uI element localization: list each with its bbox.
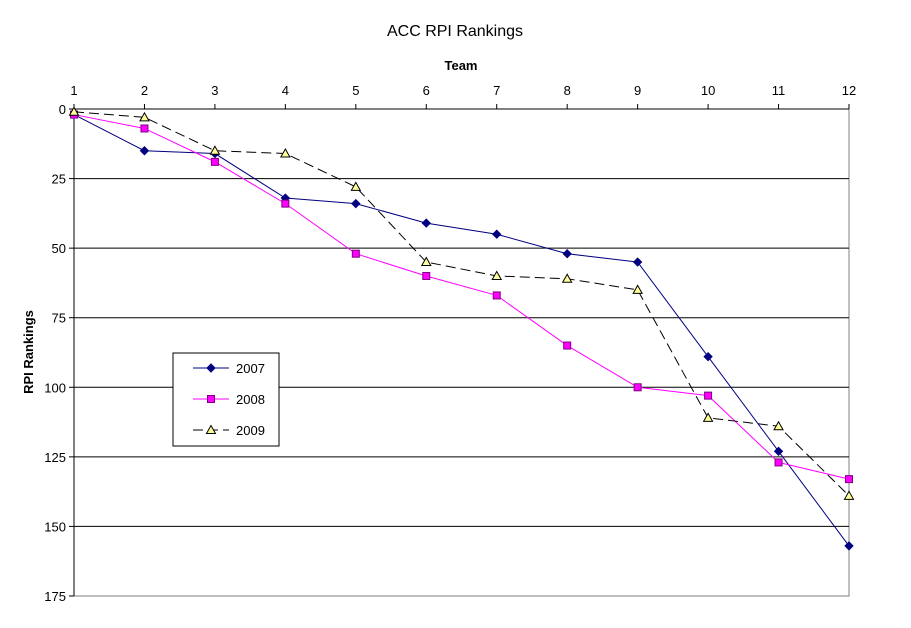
legend-marker-2007	[206, 363, 216, 373]
data-point-2008	[633, 383, 642, 392]
data-point-2008	[140, 124, 149, 133]
y-tick-label: 175	[44, 589, 66, 604]
series-group	[68, 106, 855, 551]
series-2009	[68, 106, 855, 500]
y-tick-label: 0	[59, 102, 66, 117]
legend-label-2009: 2009	[236, 423, 265, 438]
data-point-2009	[843, 490, 855, 500]
data-point-2009	[561, 273, 573, 283]
legend-marker-2008	[207, 395, 215, 403]
data-point-2008	[351, 249, 360, 258]
data-point-2009	[280, 148, 291, 158]
y-tick-label: 50	[52, 241, 66, 256]
data-point-2009	[491, 270, 503, 280]
x-tick-label: 12	[842, 83, 856, 98]
data-point-2007	[562, 249, 572, 259]
y-tick-label: 150	[44, 519, 66, 534]
data-point-2009	[139, 111, 150, 122]
x-axis-title: Team	[445, 58, 478, 73]
x-tick-label: 8	[564, 83, 571, 98]
data-point-2007	[421, 218, 431, 228]
legend-marker-2009	[205, 424, 217, 434]
data-point-2007	[703, 351, 713, 362]
series-line-2008	[73, 114, 850, 480]
data-point-2009	[209, 145, 221, 155]
y-tick-label: 75	[52, 311, 66, 326]
data-point-2009	[632, 284, 643, 294]
data-point-2008	[774, 458, 783, 467]
data-point-2008	[422, 271, 431, 280]
legend-label-2008: 2008	[236, 392, 265, 407]
x-tick-label: 5	[352, 83, 359, 98]
x-tick-label: 3	[211, 83, 218, 98]
data-point-2009	[68, 106, 80, 116]
data-point-2009	[420, 256, 432, 267]
data-point-2008	[210, 157, 219, 166]
y-tick-label: 25	[52, 172, 66, 187]
data-point-2008	[845, 475, 853, 484]
data-point-2009	[702, 412, 714, 422]
legend: 2007 2008 2009	[172, 352, 280, 447]
data-point-2008	[281, 199, 290, 208]
chart-title: ACC RPI Rankings	[387, 23, 523, 40]
data-point-2007	[351, 198, 361, 209]
y-tick-label: 125	[44, 450, 66, 465]
data-point-2007	[844, 541, 854, 551]
series-line-2007	[73, 114, 850, 547]
data-point-2008	[704, 391, 713, 400]
x-tick-label: 2	[141, 83, 148, 98]
data-point-2007	[139, 146, 150, 156]
y-axis-title: RPI Rankings	[21, 310, 36, 394]
x-tick-label: 4	[282, 83, 289, 98]
x-tick-label: 6	[423, 83, 430, 98]
x-tick-label: 9	[634, 83, 641, 98]
data-point-2007	[773, 446, 784, 456]
series-2007	[69, 109, 854, 551]
data-point-2007	[492, 229, 502, 239]
x-tick-label: 1	[70, 83, 77, 98]
series-line-2009	[73, 111, 850, 497]
x-tick-label: 11	[772, 83, 786, 98]
y-tick-label: 100	[44, 380, 66, 395]
x-tick-label: 10	[701, 83, 715, 98]
data-point-2009	[773, 420, 784, 431]
x-tick-label: 7	[493, 83, 500, 98]
data-point-2007	[632, 257, 643, 267]
data-point-2008	[563, 341, 572, 350]
data-point-2009	[350, 181, 362, 191]
data-point-2008	[492, 291, 501, 300]
legend-label-2007: 2007	[236, 361, 265, 376]
